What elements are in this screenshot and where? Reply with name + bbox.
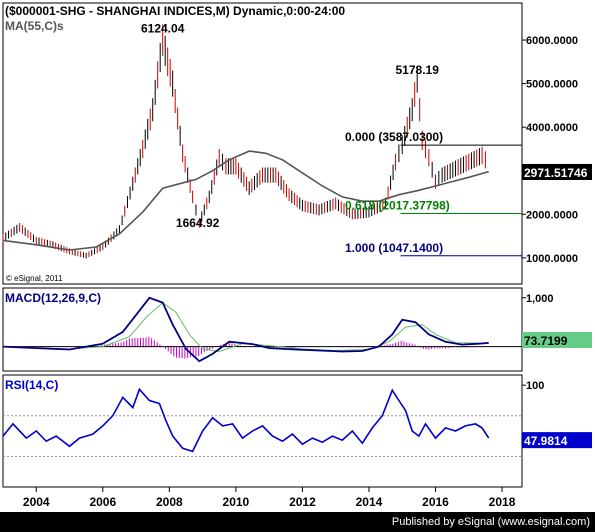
- publisher-credit: Published by eSignal (www.esignal.com): [0, 512, 595, 532]
- rsi-legend-label: RSI(14,C): [5, 378, 58, 392]
- price-plot-frame: [2, 2, 523, 285]
- macd-plot-frame: [2, 287, 523, 372]
- price-y-tick-label: 4000.0000: [526, 122, 578, 134]
- price-annotation: 6124.04: [141, 22, 185, 36]
- macd-y-tick-label: 1,000: [526, 293, 554, 305]
- price-y-tick-label: 2000.0000: [526, 209, 578, 221]
- ma-legend-label: MA(55,C)s: [5, 19, 64, 33]
- x-tick-label: 2016: [422, 495, 449, 509]
- rsi-line: [2, 387, 490, 453]
- chart-canvas: 1000.00002000.00003000.00004000.00005000…: [2, 2, 592, 509]
- chart-title: ($000001-SHG - SHANGHAI INDICES,M) Dynam…: [5, 4, 345, 18]
- rsi-plot-frame: [2, 374, 523, 488]
- x-tick-label: 2004: [23, 495, 50, 509]
- x-axis: 2004 2006 2008 2010 2012 2014 2016 2018: [3, 486, 522, 509]
- price-y-tick-label: 1000.0000: [526, 253, 578, 265]
- x-tick-label: 2012: [289, 495, 316, 509]
- rsi-last-value: 47.9814: [524, 434, 568, 448]
- x-tick-label: 2014: [356, 495, 383, 509]
- price-y-tick-label: 5000.0000: [526, 79, 578, 91]
- rsi-panel: 100 47.9814 RSI(14,C): [2, 374, 592, 488]
- macd-line: [2, 296, 489, 363]
- rsi-y-tick-label: 100: [526, 380, 544, 392]
- price-annotation: 5178.19: [396, 63, 440, 77]
- price-y-tick-label: 6000.0000: [526, 35, 578, 47]
- x-tick-label: 2006: [89, 495, 116, 509]
- x-tick-label: 2008: [156, 495, 183, 509]
- x-tick-label: 2018: [489, 495, 516, 509]
- price-panel: 1000.00002000.00003000.00004000.00005000…: [2, 2, 592, 285]
- last-price-label-box: [522, 163, 592, 180]
- x-tick-label: 2010: [223, 495, 250, 509]
- fib-label: 1.000 (1047.1400): [345, 241, 443, 255]
- ma-55-line: [2, 150, 489, 251]
- macd-legend-label: MACD(12,26,9,C): [5, 291, 101, 305]
- price-annotation: 1664.92: [176, 216, 220, 230]
- macd-last-value-box: [522, 331, 592, 348]
- macd-panel: 1,000 73.7199 MACD(12,26,9,C): [2, 287, 592, 372]
- fib-label: 0.618 (2017.37798): [345, 199, 450, 213]
- fib-label: 0.000 (3587.0300): [345, 130, 443, 144]
- rsi-last-value-box: [522, 432, 592, 449]
- last-price-label: 2971.51746: [524, 166, 588, 180]
- macd-last-value: 73.7199: [524, 334, 568, 348]
- copyright-note: © eSignal, 2011: [6, 274, 63, 283]
